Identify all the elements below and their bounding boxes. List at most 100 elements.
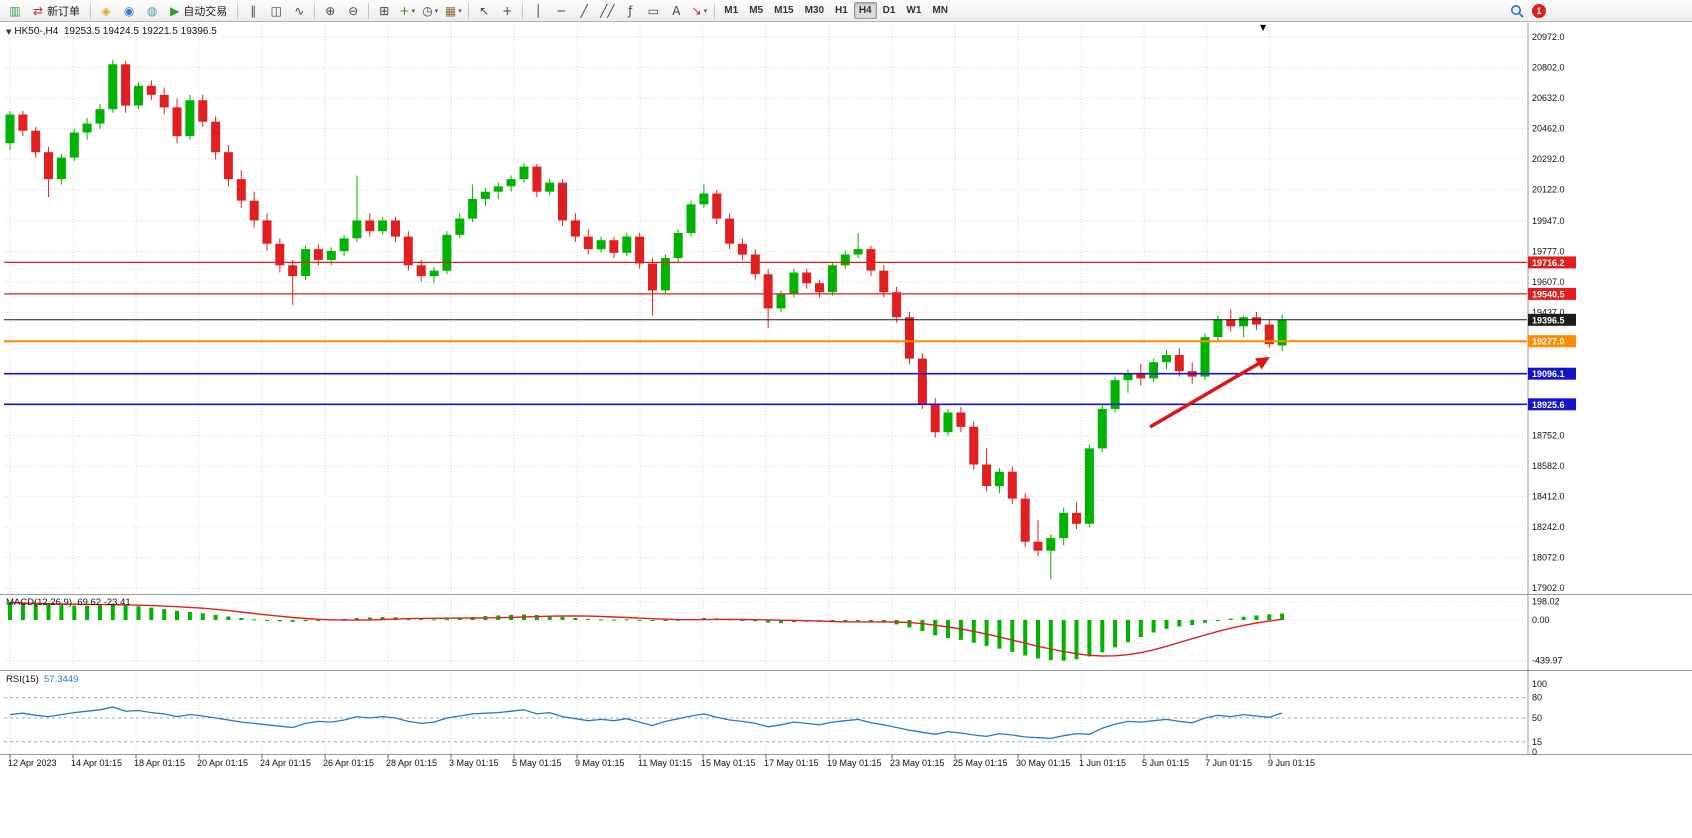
- autotrading-button: ▶: [170, 3, 180, 18]
- channel-icon: ╱╱: [600, 3, 615, 18]
- shapes-icon[interactable]: ▭: [642, 2, 664, 20]
- toolbar-separator: [522, 2, 524, 19]
- notifications-badge[interactable]: 1: [1532, 4, 1546, 18]
- svg-text:14 Apr 01:15: 14 Apr 01:15: [71, 758, 122, 768]
- svg-text:19096.1: 19096.1: [1532, 369, 1565, 379]
- trendline-icon[interactable]: ╱: [573, 2, 595, 20]
- one-click-trading-icon[interactable]: ▼: [6, 28, 12, 36]
- candlestick-chart-icon: ◫: [270, 3, 282, 18]
- timeframe-M5-button[interactable]: M5: [749, 5, 764, 16]
- svg-text:18752.0: 18752.0: [1532, 430, 1565, 440]
- svg-text:19540.5: 19540.5: [1532, 289, 1565, 299]
- market-icon[interactable]: ◉: [118, 2, 140, 20]
- trendline-icon: ╱: [580, 3, 588, 18]
- level-lines-layer: [4, 261, 1527, 406]
- zoom-out-icon[interactable]: ⊖: [342, 2, 364, 20]
- indicators-icon[interactable]: + ▾: [396, 2, 418, 20]
- vertical-line-icon: │: [534, 3, 542, 18]
- toolbar-separator: [90, 2, 92, 19]
- fibonacci-icon[interactable]: ƒ: [619, 2, 641, 20]
- rsi-panel: 100 80 50 150: [4, 679, 1547, 757]
- indicators-icon: +: [399, 3, 410, 18]
- autotrading-button-label: 自动交易: [183, 5, 228, 18]
- dropdown-caret-icon: ▾: [434, 6, 439, 15]
- svg-text:19396.5: 19396.5: [1532, 315, 1565, 325]
- svg-text:26 Apr 01:15: 26 Apr 01:15: [323, 758, 374, 768]
- metaeditor-icon: ◈: [101, 3, 111, 18]
- timeframe-M30-button[interactable]: M30: [804, 5, 825, 16]
- svg-text:19777.0: 19777.0: [1532, 247, 1565, 257]
- svg-text:15 May 01:15: 15 May 01:15: [701, 758, 756, 768]
- zoom-in-icon[interactable]: ⊕: [319, 2, 341, 20]
- bar-chart-icon[interactable]: ∥: [242, 2, 264, 20]
- svg-text:18 Apr 01:15: 18 Apr 01:15: [134, 758, 185, 768]
- cursor-icon[interactable]: ↖: [473, 2, 495, 20]
- timeframe-W1-button[interactable]: W1: [906, 5, 922, 16]
- time-axis: 12 Apr 2023 14 Apr 01:15 18 Apr 01:15 20 Ap…: [8, 754, 1315, 768]
- horizontal-line-icon: ─: [557, 3, 565, 18]
- text-icon: A: [672, 3, 681, 18]
- new-order-button[interactable]: ⇄ 新订单: [27, 2, 86, 20]
- crosshair-icon[interactable]: +: [496, 2, 518, 20]
- tile-windows-icon[interactable]: ⊞: [373, 2, 395, 20]
- tile-windows-icon: ⊞: [379, 3, 390, 18]
- line-chart-icon[interactable]: ∿: [288, 2, 310, 20]
- timeframe-H4-button[interactable]: H4: [853, 2, 877, 19]
- svg-text:20462.0: 20462.0: [1532, 124, 1565, 134]
- price-badge: [1528, 287, 1576, 300]
- svg-text:20122.0: 20122.0: [1532, 185, 1565, 195]
- main-toolbar: ▥ ⇄ 新订单 ◈ ◉ ◍ ▶ 自动交易 ∥ ◫ ∿ ⊕ ⊖ ⊞ + ▾ ◷ ▾ ▦ ▾ ↖ + │ ─ ╱ ╱╱ ƒ ▭ A ↘ ▾ M1 M…: [0, 0, 1692, 22]
- dropdown-caret-icon: ▾: [458, 6, 462, 15]
- channel-icon[interactable]: ╱╱: [596, 2, 618, 20]
- horizontal-line-icon[interactable]: ─: [550, 2, 572, 20]
- timeframe-M1-button[interactable]: M1: [724, 5, 739, 16]
- svg-text:17902.0: 17902.0: [1532, 583, 1565, 593]
- text-icon[interactable]: A: [665, 2, 687, 20]
- shapes-icon: ▭: [647, 3, 659, 18]
- new-order-button-label: 新订单: [47, 5, 81, 18]
- svg-text:17 May 01:15: 17 May 01:15: [764, 758, 819, 768]
- line-chart-icon: ∿: [294, 3, 305, 18]
- ohlc-values: 19253.5 19424.5 19221.5 19396.5: [63, 26, 217, 37]
- autotrading-button[interactable]: ▶ 自动交易: [164, 2, 233, 20]
- chart-window-icon: ▥: [9, 3, 21, 18]
- templates-icon[interactable]: ▦ ▾: [442, 2, 464, 20]
- toolbar-separator: [314, 2, 316, 19]
- svg-text:5 Jun 01:15: 5 Jun 01:15: [1142, 758, 1189, 768]
- rsi-value: 57.3449: [44, 674, 79, 685]
- periods-icon[interactable]: ◷ ▾: [419, 2, 441, 20]
- candlestick-chart-icon[interactable]: ◫: [265, 2, 287, 20]
- svg-text:11 May 01:15: 11 May 01:15: [638, 758, 692, 768]
- price-badge: [1528, 256, 1576, 269]
- arrows-icon[interactable]: ↘ ▾: [688, 2, 710, 20]
- candles-layer: [5, 59, 1287, 580]
- metaeditor-icon[interactable]: ◈: [95, 2, 117, 20]
- timeframe-M15-button[interactable]: M15: [774, 5, 794, 16]
- svg-text:1 Jun 01:15: 1 Jun 01:15: [1079, 758, 1126, 768]
- svg-text:19947.0: 19947.0: [1532, 216, 1565, 226]
- timeframe-H1-button[interactable]: H1: [835, 5, 848, 16]
- market-icon: ◉: [123, 3, 135, 18]
- svg-text:19716.2: 19716.2: [1532, 258, 1565, 268]
- new-order-button: ⇄: [33, 3, 44, 18]
- svg-text:20802.0: 20802.0: [1532, 63, 1565, 73]
- svg-text:18412.0: 18412.0: [1532, 492, 1565, 502]
- chart-window-icon[interactable]: ▥: [4, 2, 26, 20]
- svg-text:28 Apr 01:15: 28 Apr 01:15: [386, 758, 437, 768]
- svg-text:30 May 01:15: 30 May 01:15: [1016, 758, 1071, 768]
- community-icon[interactable]: ◍: [141, 2, 163, 20]
- svg-text:198.02: 198.02: [1532, 597, 1560, 607]
- vertical-line-icon[interactable]: │: [527, 2, 549, 20]
- fibonacci-icon: ƒ: [628, 3, 633, 18]
- toolbar-separator: [468, 2, 470, 19]
- toolbar-right-group: 1: [1508, 0, 1546, 22]
- svg-text:9 Jun 01:15: 9 Jun 01:15: [1268, 758, 1315, 768]
- timeframe-MN-button[interactable]: MN: [932, 5, 948, 16]
- timeframe-D1-button[interactable]: D1: [882, 5, 896, 16]
- toolbar-separator: [714, 2, 716, 19]
- trend-arrow: [1149, 357, 1270, 429]
- search-icon[interactable]: [1508, 2, 1526, 20]
- svg-text:3 May 01:15: 3 May 01:15: [449, 758, 499, 768]
- community-icon: ◍: [146, 3, 158, 18]
